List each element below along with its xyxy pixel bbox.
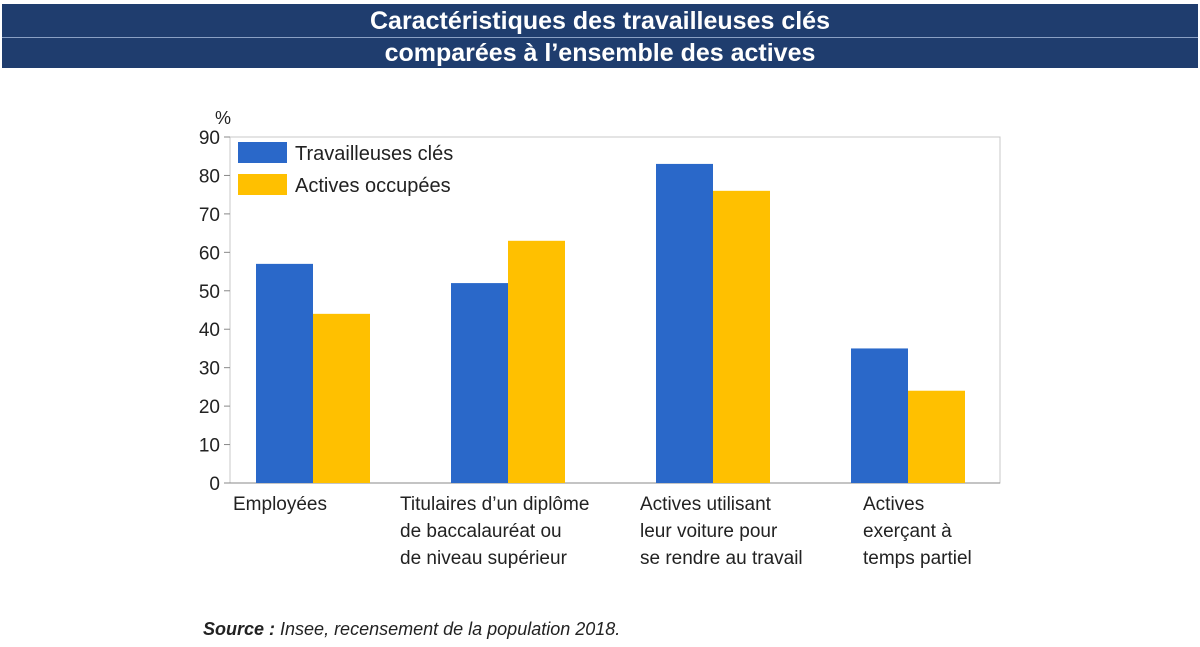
x-category-label: exerçant à bbox=[863, 521, 952, 542]
y-tick-label: 30 bbox=[199, 359, 220, 380]
y-tick-label: 90 bbox=[199, 128, 220, 149]
source-text: Insee, recensement de la population 2018… bbox=[275, 619, 621, 639]
legend-label: Travailleuses clés bbox=[295, 143, 453, 165]
x-category-label: Actives bbox=[863, 494, 924, 515]
y-axis-label: % bbox=[215, 108, 231, 128]
chart-title-line1: Caractéristiques des travailleuses clés bbox=[370, 7, 830, 35]
x-category-label: se rendre au travail bbox=[640, 548, 803, 569]
legend-label: Actives occupées bbox=[295, 175, 451, 197]
bar bbox=[713, 190, 770, 484]
bar bbox=[656, 163, 713, 483]
x-category-label: Titulaires d’un diplôme bbox=[400, 494, 589, 515]
y-tick-label: 80 bbox=[199, 166, 220, 187]
y-tick-label: 20 bbox=[199, 397, 220, 418]
source-label: Source : bbox=[203, 619, 276, 639]
bar bbox=[256, 263, 313, 483]
y-tick-label: 10 bbox=[199, 436, 220, 457]
bar-chart: 0 10 20 30 40 50 60 70 80 90% Employées Titulaires … bbox=[199, 108, 1001, 569]
source-note: Source : Insee, recensement de la popula… bbox=[203, 619, 620, 640]
chart-title-line2: comparées à l’ensemble des actives bbox=[2, 37, 1198, 68]
y-tick-label: 70 bbox=[199, 205, 220, 226]
y-tick-label: 50 bbox=[199, 282, 220, 303]
y-tick-label: 40 bbox=[199, 320, 220, 341]
y-tick-label: 60 bbox=[199, 243, 220, 264]
bar bbox=[851, 348, 908, 483]
x-category-label: Actives utilisant bbox=[640, 494, 772, 515]
x-category-label: de niveau supérieur bbox=[400, 548, 568, 569]
title-banner: Caractéristiques des travailleuses clés … bbox=[2, 4, 1198, 68]
bar bbox=[313, 313, 370, 483]
bar bbox=[508, 240, 565, 483]
x-category-label: temps partiel bbox=[863, 548, 972, 569]
x-category-label: Employées bbox=[233, 494, 327, 515]
bar bbox=[451, 283, 508, 483]
legend-swatch bbox=[238, 174, 287, 195]
y-tick-label: 0 bbox=[209, 474, 220, 495]
x-category-label: leur voiture pour bbox=[640, 521, 778, 542]
bar bbox=[908, 390, 965, 483]
x-category-label: de baccalauréat ou bbox=[400, 521, 562, 542]
legend-swatch bbox=[238, 142, 287, 163]
